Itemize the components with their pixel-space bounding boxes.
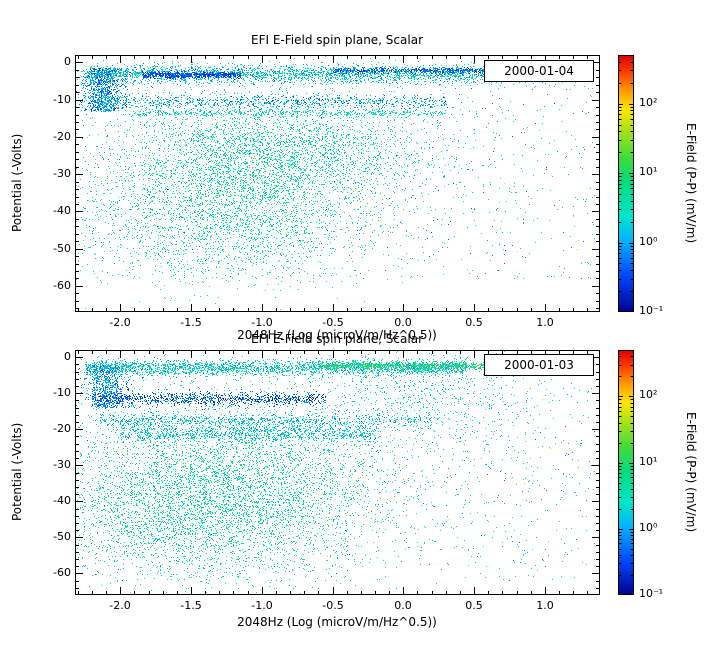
y-axis-label-bottom: Potential (-Volts) [10,422,24,522]
y-tick-label: -30 [53,167,71,180]
x-tick-label: 0.5 [465,316,483,329]
y-tick-label: -10 [53,93,71,106]
x-tick-label: 0.0 [394,316,412,329]
x-tick-label: 0.5 [465,599,483,612]
y-tick-label: 0 [64,55,71,68]
x-tick-label: -1.5 [180,316,202,329]
x-axis-label-bottom: 2048Hz (Log (microV/m/Hz^0.5)) [237,615,437,629]
y-tick-label: -20 [53,130,71,143]
y-tick-label: -10 [53,386,71,399]
x-tick-label: -2.0 [109,316,131,329]
colorbar-tick-label: 10⁰ [639,521,658,534]
colorbar-top [618,55,634,312]
y-tick-label: -40 [53,204,71,217]
y-tick-label: -60 [53,279,71,292]
date-annotation-top: 2000-01-04 [484,60,594,82]
colorbar-label-bottom: E-Field (P-P) (mV/m) [684,411,698,533]
date-annotation-bottom: 2000-01-03 [484,354,594,376]
plot-title-bottom: EFI E-Field spin plane, Scalar [251,332,423,346]
y-tick-label: -40 [53,494,71,507]
y-tick-label: -20 [53,422,71,435]
x-tick-label: -0.5 [322,599,344,612]
colorbar-tick-label: 10¹ [639,455,658,468]
y-tick-label: 0 [64,350,71,363]
y-tick-label: -30 [53,458,71,471]
colorbar-tick-label: 10² [639,388,658,401]
x-tick-label: 1.0 [536,316,554,329]
colorbar-bottom [618,350,634,595]
x-tick-label: -1.5 [180,599,202,612]
y-tick-label: -50 [53,530,71,543]
colorbar-tick-label: 10⁻¹ [639,587,664,600]
x-tick-label: 0.0 [394,599,412,612]
plot-title-top: EFI E-Field spin plane, Scalar [251,33,423,47]
x-tick-label: -0.5 [322,316,344,329]
colorbar-label-top: E-Field (P-P) (mV/m) [684,122,698,244]
colorbar-tick-label: 10⁻¹ [639,304,664,317]
x-tick-label: 1.0 [536,599,554,612]
x-tick-label: -2.0 [109,599,131,612]
scatter-plot-bottom [75,350,600,595]
y-tick-label: -50 [53,242,71,255]
y-axis-label-top: Potential (-Volts) [10,133,24,233]
colorbar-tick-label: 10² [639,96,658,109]
x-tick-label: -1.0 [251,599,273,612]
scatter-plot-top [75,55,600,312]
colorbar-tick-label: 10⁰ [639,235,658,248]
colorbar-tick-label: 10¹ [639,165,658,178]
y-tick-label: -60 [53,566,71,579]
x-tick-label: -1.0 [251,316,273,329]
x-axis-label-top: 2048Hz (Log (microV/m/Hz^0.5)) [237,328,437,342]
